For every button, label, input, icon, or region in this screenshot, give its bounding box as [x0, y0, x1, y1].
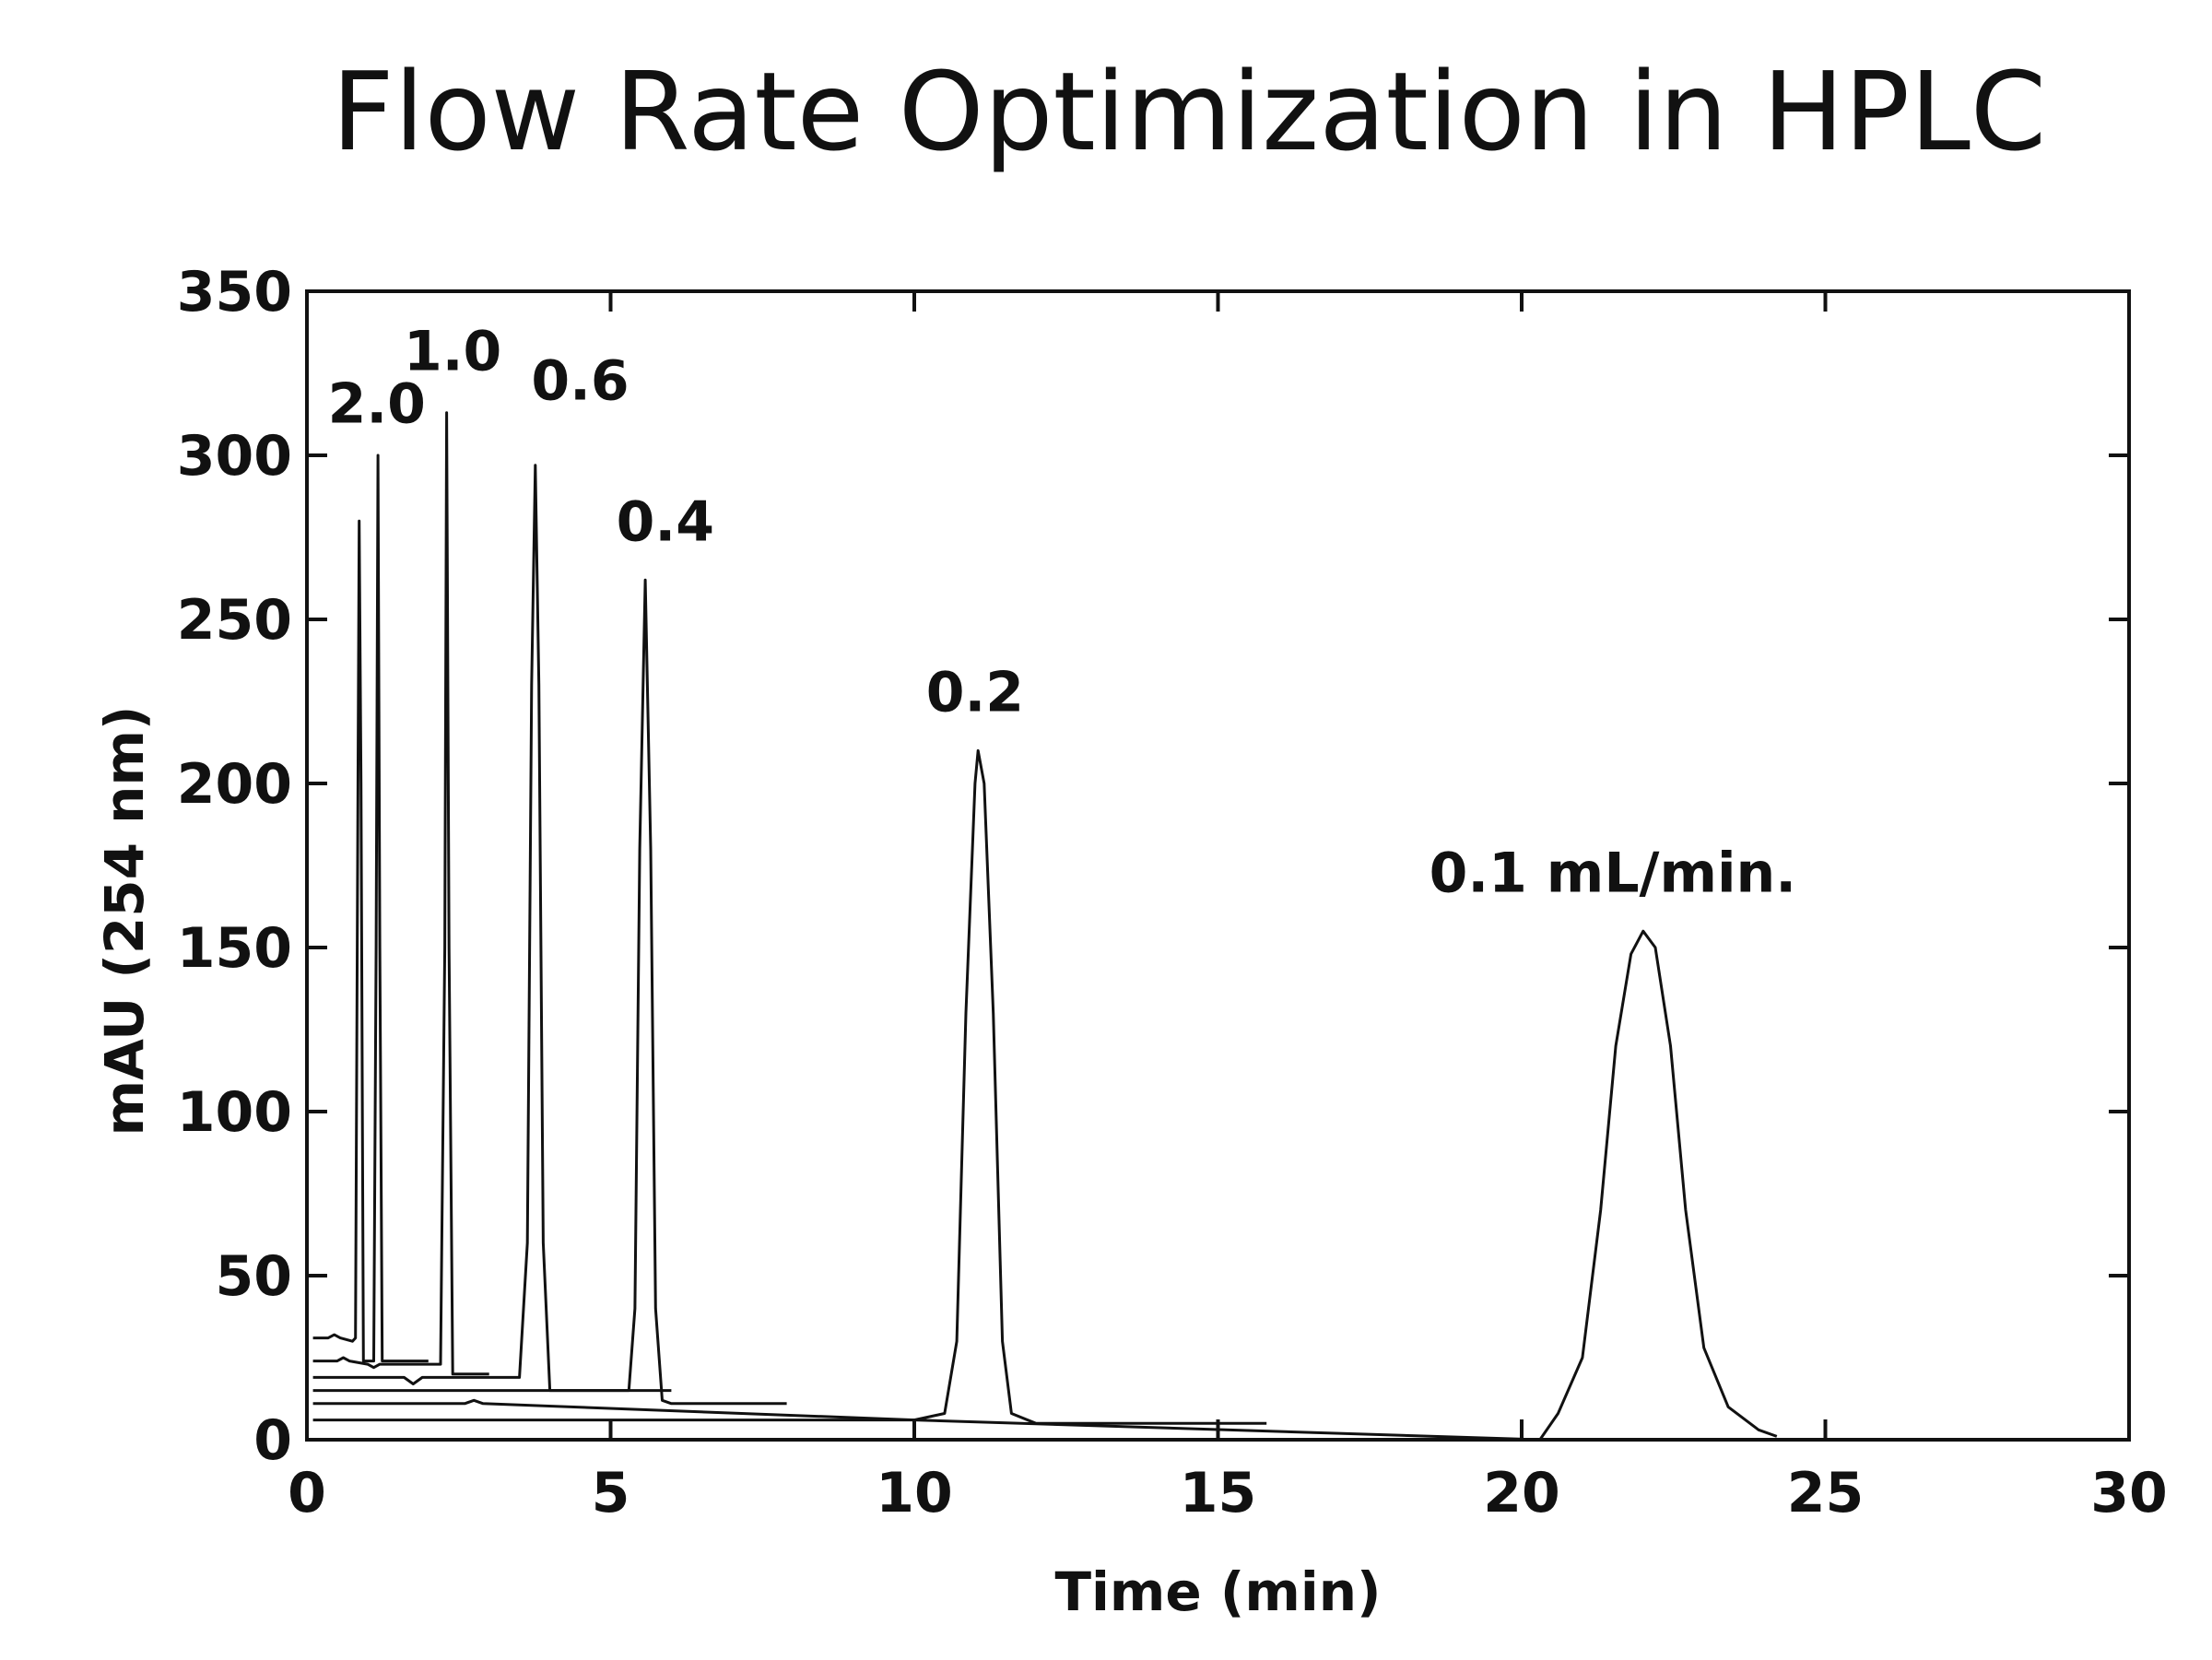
x-tick-label-0: 0 [288, 1461, 326, 1525]
chart-title: Flow Rate Optimization in HPLC [331, 48, 2047, 175]
peak-label-2: 0.6 [531, 348, 629, 413]
x-tick-label-1: 5 [592, 1461, 630, 1525]
peak-label-4: 0.2 [926, 661, 1024, 725]
y-tick-label-4: 200 [177, 752, 292, 817]
peak-label-3: 0.4 [617, 490, 714, 555]
y-tick-label-6: 300 [177, 424, 292, 489]
y-axis-label: mAU (254 nm) [93, 706, 156, 1136]
peak-label-1: 1.0 [404, 319, 501, 383]
x-tick-labels: 0 5 10 15 20 25 30 [288, 1461, 2168, 1525]
traces-group [312, 411, 1778, 1442]
trace-4 [312, 748, 1267, 1425]
peak-label-0: 2.0 [328, 371, 426, 436]
x-tick-label-2: 10 [876, 1461, 953, 1525]
ticks-group [305, 289, 2131, 1442]
y-tick-label-1: 50 [216, 1244, 293, 1309]
peak-labels: 2.01.0 0.6 0.4 0.2 0.1 mL/min. [328, 319, 1796, 905]
peak-label-5: 0.1 mL/min. [1430, 841, 1796, 905]
trace-1 [312, 411, 489, 1376]
trace-2 [312, 464, 672, 1393]
x-axis-label: Time (min) [1054, 1560, 1381, 1623]
x-tick-label-5: 25 [1787, 1461, 1865, 1525]
trace-0 [312, 453, 429, 1363]
y-tick-label-7: 350 [177, 260, 292, 324]
y-tick-label-3: 150 [177, 916, 292, 981]
x-tick-label-6: 30 [2090, 1461, 2168, 1525]
y-tick-label-0: 0 [253, 1408, 292, 1473]
x-tick-label-3: 15 [1180, 1461, 1257, 1525]
y-tick-label-2: 100 [177, 1080, 292, 1145]
y-tick-label-5: 250 [177, 588, 292, 653]
plot-frame [305, 289, 2131, 1442]
y-tick-labels: 0 50 100 150 200 250 300 350 [177, 260, 292, 1473]
trace-5 [312, 929, 1778, 1442]
trace-3 [312, 578, 787, 1406]
x-tick-label-4: 20 [1483, 1461, 1560, 1525]
